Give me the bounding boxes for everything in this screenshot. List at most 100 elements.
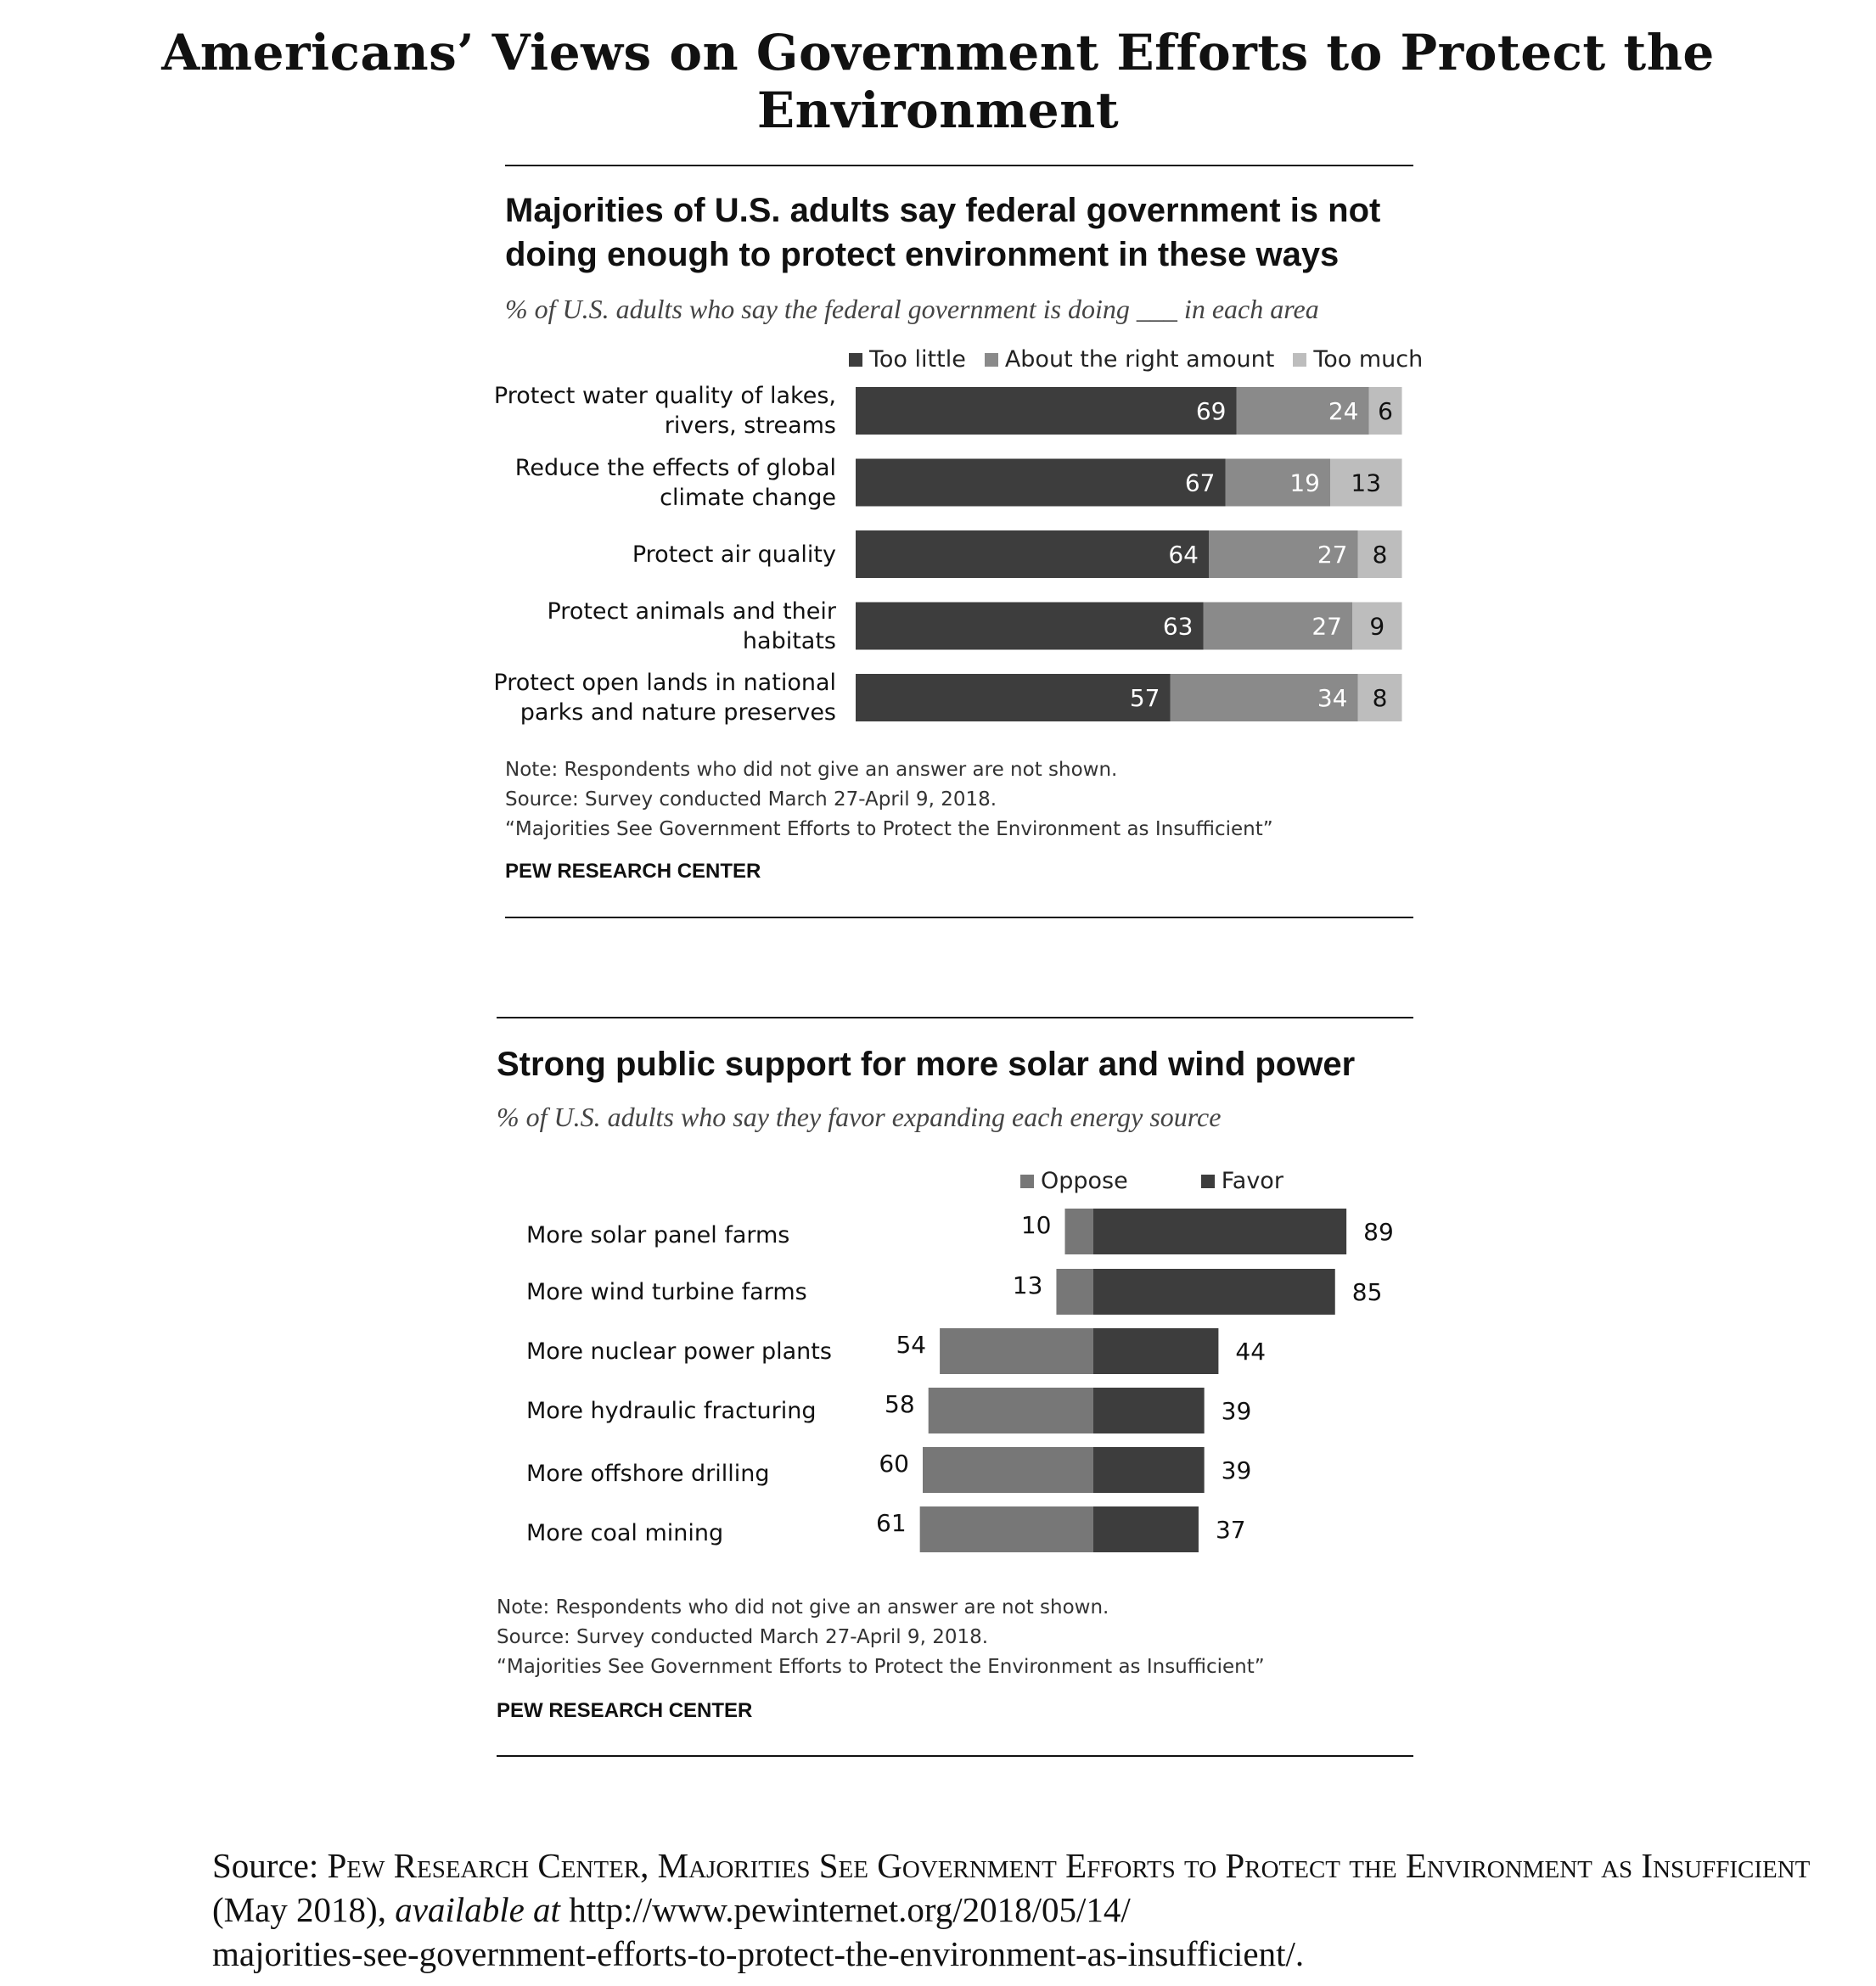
chart2-source: Source: Survey conducted March 27-April … — [497, 1626, 989, 1648]
bar-value-about-right: 19 — [1289, 469, 1320, 497]
bar-favor — [1093, 1328, 1219, 1374]
source-url: http://www.pewinternet.org/2018/05/14/ — [569, 1890, 1131, 1929]
bar-value-about-right: 27 — [1312, 613, 1342, 641]
legend-swatch — [1200, 1174, 1215, 1188]
chart1-category-label-line: Protect animals and their — [547, 597, 837, 625]
chart1-bottom-rule — [505, 917, 1413, 918]
chart1-category-label-line: rivers, streams — [664, 412, 836, 439]
chart2-plot: 10 89 13 85 54 44 58 39 60 39 61 37 — [876, 1209, 1394, 1552]
legend-swatch — [1020, 1174, 1034, 1188]
chart2-org: PEW RESEARCH CENTER — [497, 1699, 753, 1722]
chart2-legend: Oppose Favor — [1020, 1168, 1283, 1194]
bar-too-much — [1357, 674, 1402, 721]
bar-too-much — [1368, 387, 1402, 435]
source-org: Pew Research Center, — [327, 1846, 649, 1885]
chart1-title-line1: Majorities of U.S. adults say federal go… — [505, 192, 1381, 229]
bar-value-about-right: 27 — [1317, 541, 1348, 569]
legend-label: Oppose — [1041, 1168, 1128, 1194]
chart2-category-label: More coal mining — [526, 1520, 724, 1546]
bar-oppose — [940, 1328, 1093, 1374]
bar-value-favor: 85 — [1352, 1278, 1383, 1306]
bar-value-too-little: 63 — [1163, 613, 1194, 641]
chart1-subtitle: % of U.S. adults who say the federal gov… — [505, 294, 1319, 324]
chart1-title-line2: doing enough to protect environment in t… — [505, 236, 1340, 273]
bar-favor — [1093, 1388, 1205, 1433]
bar-oppose — [923, 1447, 1093, 1493]
bar-about-right — [1225, 458, 1330, 507]
chart1-category-label-line: Protect open lands in national — [493, 670, 836, 696]
chart2-top-rule — [497, 1017, 1413, 1018]
bar-value-favor: 89 — [1363, 1218, 1394, 1246]
bar-value-too-little: 67 — [1185, 469, 1216, 497]
bar-too-much — [1357, 530, 1402, 578]
legend-label: Favor — [1221, 1168, 1283, 1194]
bar-about-right — [1170, 674, 1358, 721]
legend-label: About the right amount — [1004, 346, 1275, 373]
chart1-top-rule — [505, 165, 1413, 166]
legend-label: Too little — [869, 346, 966, 373]
legend-swatch — [849, 352, 862, 367]
legend-too-much: Too much — [1293, 346, 1423, 373]
legend-about-right: About the right amount — [984, 346, 1275, 373]
chart1-notes: Note: Respondents who did not give an an… — [505, 755, 1273, 844]
source-label: Source: — [212, 1846, 319, 1885]
bar-value-oppose: 54 — [896, 1331, 926, 1359]
bar-favor — [1093, 1209, 1347, 1254]
bar-value-too-little: 69 — [1196, 397, 1227, 425]
chart2-category-label: More hydraulic fracturing — [526, 1398, 817, 1424]
bar-value-oppose: 61 — [876, 1509, 907, 1537]
chart2-subtitle: % of U.S. adults who say they favor expa… — [497, 1102, 1222, 1132]
bar-too-little — [856, 458, 1226, 507]
bar-oppose — [919, 1506, 1093, 1552]
chart1-category-label: Reduce the effects of global climate chan… — [515, 453, 836, 513]
chart2-category-label: More wind turbine farms — [526, 1279, 807, 1305]
bar-value-too-much: 13 — [1351, 469, 1381, 497]
bar-value-about-right: 24 — [1328, 397, 1359, 425]
chart1-category-label-line: Protect water quality of lakes, — [493, 383, 836, 409]
chart2-category-label: More solar panel farms — [526, 1222, 790, 1248]
chart2-note: Note: Respondents who did not give an an… — [497, 1596, 1109, 1619]
bar-too-much — [1330, 458, 1402, 507]
source-url-cont: majorities-see-government-efforts-to-pro… — [212, 1934, 1305, 1973]
bar-oppose — [928, 1388, 1093, 1433]
chart1-category-label: Protect open lands in national parks and … — [493, 668, 836, 727]
bar-favor — [1093, 1506, 1199, 1552]
chart1-category-label: Protect animals and their habitats — [548, 597, 837, 656]
bar-value-favor: 39 — [1222, 1456, 1252, 1484]
chart1-plot: 69 24 6 67 19 13 64 27 8 63 27 9 57 34 8 — [856, 387, 1402, 721]
bar-too-little — [856, 674, 1171, 721]
source-date: (May 2018), — [212, 1890, 386, 1929]
source-available: available at — [395, 1890, 560, 1929]
bar-value-oppose: 10 — [1021, 1211, 1052, 1239]
legend-label: Too much — [1313, 346, 1424, 373]
chart2-bottom-rule — [497, 1755, 1413, 1757]
bar-about-right — [1209, 530, 1358, 578]
bar-value-oppose: 58 — [885, 1390, 915, 1418]
bar-value-too-much: 9 — [1369, 613, 1385, 641]
page-title: Americans’ Views on Government Efforts t… — [161, 24, 1715, 139]
bar-favor — [1093, 1447, 1205, 1493]
bar-value-too-little: 64 — [1168, 541, 1199, 569]
chart1-title: Majorities of U.S. adults say federal go… — [505, 188, 1439, 277]
bar-value-favor: 37 — [1216, 1516, 1246, 1544]
bar-oppose — [1064, 1209, 1093, 1254]
legend-swatch — [984, 352, 998, 367]
chart1-category-label-line: Protect air quality — [632, 541, 836, 568]
bar-value-too-much: 8 — [1373, 684, 1388, 712]
bar-too-much — [1352, 602, 1402, 650]
bar-value-about-right: 34 — [1317, 684, 1348, 712]
chart1-org: PEW RESEARCH CENTER — [505, 860, 761, 883]
bar-too-little — [856, 387, 1237, 435]
chart1-legend: Too little About the right amount Too mu… — [849, 346, 1423, 373]
chart1-report: “Majorities See Government Efforts to Pr… — [505, 818, 1273, 840]
chart1-category-label-line: parks and nature preserves — [520, 699, 836, 726]
chart1-category-label-line: habitats — [742, 627, 836, 654]
source-report: Majorities See Government Efforts to Pro… — [657, 1846, 1811, 1885]
bar-too-little — [856, 602, 1204, 650]
bar-value-oppose: 60 — [879, 1450, 909, 1478]
chart1-note: Note: Respondents who did not give an an… — [505, 759, 1118, 781]
chart1-category-label: Protect air quality — [632, 540, 836, 569]
legend-swatch — [1293, 352, 1307, 367]
chart2-category-label: More nuclear power plants — [526, 1338, 832, 1365]
chart1-category-label-line: Reduce the effects of global — [514, 454, 836, 481]
